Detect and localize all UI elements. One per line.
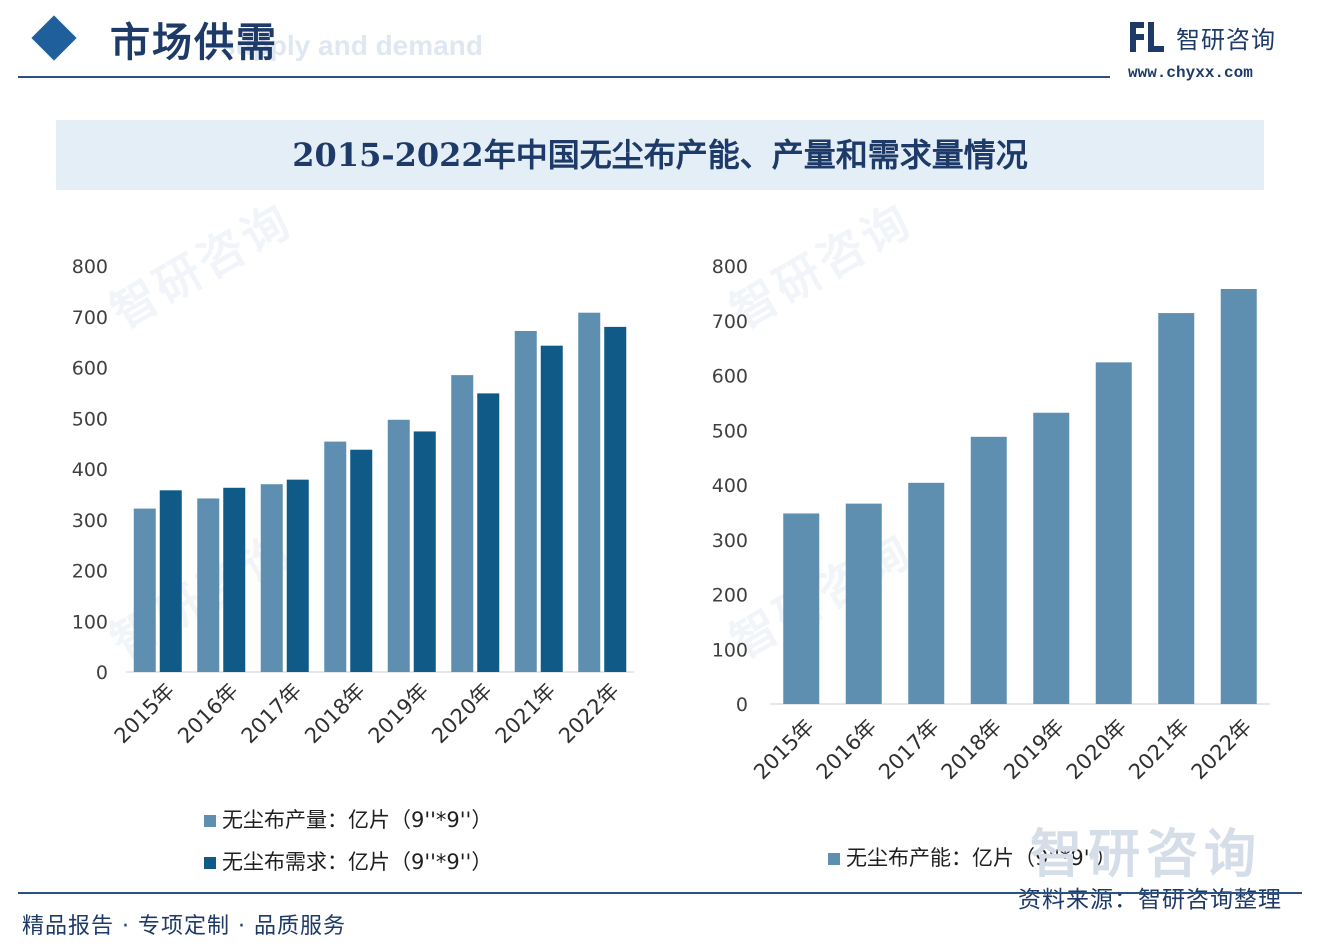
x-tick-label: 2017年 bbox=[874, 715, 944, 785]
title-band bbox=[56, 120, 1264, 190]
legend-label-production: 无尘布产量：亿片（9''*9''） bbox=[222, 808, 493, 832]
brand-logo-icon bbox=[1130, 22, 1164, 56]
x-tick-label: 2015年 bbox=[110, 679, 180, 749]
footer-slogan: 精品报告 · 专项定制 · 品质服务 bbox=[22, 914, 346, 939]
x-tick-label: 2016年 bbox=[173, 679, 243, 749]
y-tick-label: 700 bbox=[72, 307, 108, 329]
y-tick-label: 100 bbox=[712, 639, 748, 661]
header-subtitle: supply and demand bbox=[220, 30, 483, 61]
bar-无尘布产量-2022年 bbox=[578, 312, 601, 672]
bar-无尘布产能-2017年 bbox=[908, 482, 945, 704]
chart-title: 2015-2022年中国无尘布产能、产量和需求量情况 bbox=[292, 136, 1028, 174]
y-tick-label: 300 bbox=[712, 530, 748, 552]
y-tick-label: 200 bbox=[712, 585, 748, 607]
y-tick-label: 400 bbox=[712, 475, 748, 497]
y-tick-label: 400 bbox=[72, 459, 108, 481]
bar-无尘布需求-2020年 bbox=[477, 393, 500, 672]
bar-无尘布产能-2015年 bbox=[783, 513, 820, 704]
y-tick-label: 800 bbox=[72, 256, 108, 278]
legend-swatch-capacity bbox=[828, 853, 840, 865]
bar-无尘布需求-2022年 bbox=[604, 326, 627, 672]
legend-swatch-demand bbox=[204, 857, 216, 869]
header-title: 市场供需 bbox=[110, 19, 278, 66]
bar-无尘布需求-2017年 bbox=[286, 479, 309, 672]
x-tick-label: 2015年 bbox=[749, 715, 819, 785]
y-tick-label: 200 bbox=[72, 561, 108, 583]
x-tick-label: 2021年 bbox=[491, 679, 561, 749]
x-tick-label: 2021年 bbox=[1124, 715, 1194, 785]
bar-无尘布产量-2017年 bbox=[260, 484, 283, 672]
x-tick-label: 2018年 bbox=[300, 679, 370, 749]
bar-无尘布需求-2015年 bbox=[159, 490, 182, 672]
x-tick-label: 2020年 bbox=[1062, 715, 1132, 785]
header-divider bbox=[18, 76, 1110, 78]
legend-item-demand: 无尘布需求：亿片（9''*9''） bbox=[204, 846, 492, 876]
watermark-brand: 智研咨询 bbox=[1030, 825, 1263, 885]
bar-无尘布需求-2018年 bbox=[350, 449, 373, 672]
bar-无尘布产能-2018年 bbox=[970, 436, 1007, 704]
x-tick-label: 2022年 bbox=[554, 679, 624, 749]
y-tick-label: 600 bbox=[712, 366, 748, 388]
source-note: 资料来源：智研咨询整理 bbox=[1018, 887, 1282, 913]
bar-无尘布产量-2019年 bbox=[387, 419, 410, 672]
legend-label-capacity: 无尘布产能：亿片（9''*9''） bbox=[846, 846, 1117, 870]
y-tick-label: 800 bbox=[712, 256, 748, 278]
bar-无尘布产能-2016年 bbox=[845, 503, 882, 704]
bar-无尘布产能-2020年 bbox=[1095, 362, 1132, 704]
y-tick-label: 0 bbox=[96, 662, 108, 684]
x-tick-label: 2016年 bbox=[812, 715, 882, 785]
bar-无尘布产量-2018年 bbox=[324, 441, 347, 672]
x-tick-label: 2018年 bbox=[937, 715, 1007, 785]
bar-无尘布需求-2016年 bbox=[223, 487, 246, 672]
legend-swatch-production bbox=[204, 815, 216, 827]
x-tick-label: 2020年 bbox=[427, 679, 497, 749]
legend-item-production: 无尘布产量：亿片（9''*9''） bbox=[204, 804, 492, 834]
bar-无尘布产能-2019年 bbox=[1033, 412, 1070, 704]
bar-无尘布产量-2015年 bbox=[133, 508, 156, 672]
bar-无尘布需求-2021年 bbox=[540, 345, 563, 672]
footer-divider bbox=[18, 892, 1302, 894]
bar-无尘布产量-2016年 bbox=[197, 498, 220, 672]
y-tick-label: 100 bbox=[72, 611, 108, 633]
legend-label-demand: 无尘布需求：亿片（9''*9''） bbox=[222, 850, 493, 874]
bar-无尘布产量-2021年 bbox=[514, 330, 537, 672]
y-tick-label: 0 bbox=[736, 694, 748, 716]
chart-capacity: 0 100 200 300 400 500 600 700 800 2015年2016年2017年… bbox=[712, 256, 1270, 785]
y-tick-label: 500 bbox=[712, 420, 748, 442]
bar-无尘布产量-2020年 bbox=[451, 375, 474, 672]
chart-production-demand: 0 100 200 300 400 500 600 700 800 2015年2016年2017年… bbox=[72, 256, 634, 749]
brand-name: 智研咨询 bbox=[1176, 26, 1276, 54]
y-tick-label: 300 bbox=[72, 510, 108, 532]
x-tick-label: 2019年 bbox=[364, 679, 434, 749]
bar-无尘布产能-2022年 bbox=[1220, 288, 1257, 704]
y-tick-label: 600 bbox=[72, 358, 108, 380]
brand-url: www.chyxx.com bbox=[1128, 64, 1253, 82]
x-tick-label: 2019年 bbox=[999, 715, 1069, 785]
y-tick-label: 500 bbox=[72, 408, 108, 430]
x-tick-label: 2022年 bbox=[1187, 715, 1257, 785]
x-tick-label: 2017年 bbox=[237, 679, 307, 749]
bar-无尘布产能-2021年 bbox=[1158, 313, 1195, 704]
bar-无尘布需求-2019年 bbox=[413, 431, 436, 672]
legend-item-capacity: 无尘布产能：亿片（9''*9''） bbox=[828, 842, 1116, 872]
y-tick-label: 700 bbox=[712, 311, 748, 333]
